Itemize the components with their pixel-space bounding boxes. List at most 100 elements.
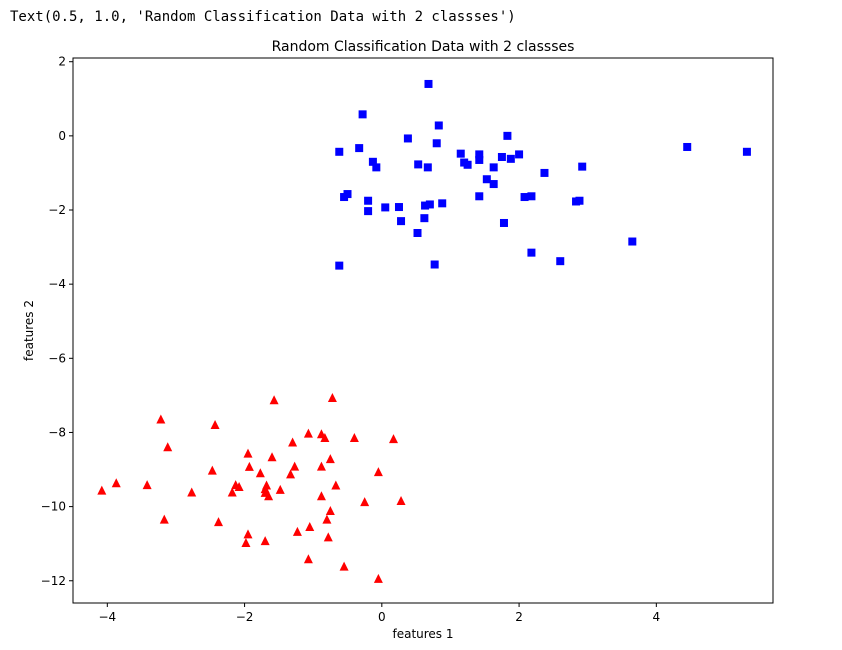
data-point-triangle (213, 517, 223, 527)
data-point-triangle (227, 487, 237, 497)
data-point-triangle (303, 428, 313, 438)
data-point-square (414, 160, 423, 169)
data-point-square (421, 201, 430, 210)
data-point-square (368, 157, 377, 166)
data-point-triangle (388, 434, 398, 444)
data-point-square (364, 196, 373, 205)
data-point-square (475, 155, 484, 164)
data-point-square (578, 162, 587, 171)
data-point-square (372, 163, 381, 172)
data-point-square (527, 248, 536, 257)
data-point-triangle (241, 537, 251, 547)
data-point-square (423, 163, 432, 172)
data-point-triangle (97, 485, 107, 495)
data-point-triangle (316, 461, 326, 471)
data-point-square (475, 150, 484, 159)
data-point-triangle (373, 467, 383, 477)
data-point-triangle (210, 420, 220, 430)
data-point-square (527, 192, 536, 201)
data-point-triangle (255, 468, 265, 478)
data-point-triangle (325, 506, 335, 516)
y-tick-label: −8 (48, 425, 66, 439)
data-point-triangle (142, 480, 152, 490)
data-point-triangle (264, 491, 274, 501)
x-axis-ticks: −4 −2 0 2 4 (98, 603, 660, 624)
data-point-square (499, 218, 508, 227)
data-point-square (381, 203, 390, 212)
data-point-triangle (156, 414, 166, 424)
data-point-square (430, 260, 439, 269)
data-point-square (394, 203, 403, 212)
data-point-triangle (243, 448, 253, 458)
x-tick-label: 4 (653, 610, 661, 624)
y-tick-label: −10 (41, 500, 66, 514)
data-point-square (425, 200, 434, 209)
data-point-triangle (325, 454, 335, 464)
data-point-square (358, 110, 367, 119)
data-point-triangle (234, 481, 244, 491)
data-point-square (456, 149, 465, 158)
y-tick-label: −4 (48, 277, 66, 291)
data-point-triangle (303, 554, 313, 564)
data-point-triangle (244, 461, 254, 471)
data-point-square (742, 147, 751, 156)
data-point-square (463, 160, 472, 169)
data-point-triangle (111, 478, 121, 488)
plot-area-frame (72, 57, 774, 604)
data-point-triangle (292, 526, 302, 536)
data-point-square (497, 152, 506, 161)
data-point-triangle (305, 521, 315, 531)
data-point-square (515, 150, 524, 159)
data-point-square (628, 237, 637, 246)
data-point-triangle (288, 437, 298, 447)
data-point-square (364, 207, 373, 216)
data-point-triangle (207, 465, 217, 475)
data-point-square (340, 193, 349, 202)
data-point-square (413, 228, 422, 237)
data-point-triangle (373, 573, 383, 583)
data-point-triangle (349, 433, 359, 443)
x-tick-label: −2 (236, 610, 254, 624)
data-point-triangle (322, 514, 332, 524)
data-point-square (335, 147, 344, 156)
data-point-square (335, 261, 344, 270)
data-point-square (489, 180, 498, 189)
data-point-triangle (260, 536, 270, 546)
y-axis-label: features 2 (22, 300, 36, 361)
data-point-triangle (269, 395, 279, 405)
data-point-square (420, 214, 429, 223)
data-point-triangle (331, 480, 341, 490)
x-axis-label: features 1 (392, 627, 453, 641)
data-point-triangle (267, 452, 277, 462)
data-point-square (506, 154, 515, 163)
data-point-square (475, 192, 484, 201)
data-point-triangle (286, 469, 296, 479)
cell-output-text: Text(0.5, 1.0, 'Random Classification Da… (10, 9, 516, 25)
data-point-square (424, 79, 433, 88)
data-point-triangle (320, 433, 330, 443)
data-point-square (355, 144, 364, 153)
data-point-square (575, 196, 584, 205)
data-point-square (432, 139, 441, 148)
data-point-triangle (327, 392, 337, 402)
data-point-square (482, 175, 491, 184)
data-point-square (397, 217, 406, 226)
y-tick-label: −12 (41, 574, 66, 588)
data-point-triangle (396, 496, 406, 506)
data-point-triangle (163, 442, 173, 452)
x-tick-label: 0 (378, 610, 386, 624)
y-axis-ticks: 2 0 −2 −4 −6 −8 −10 −12 (41, 55, 73, 588)
x-tick-label: −4 (98, 610, 116, 624)
data-point-triangle (316, 491, 326, 501)
data-point-square (434, 121, 443, 130)
x-tick-label: 2 (515, 610, 523, 624)
data-point-square (403, 134, 412, 143)
data-point-triangle (339, 561, 349, 571)
data-point-triangle (290, 461, 300, 471)
data-points (97, 79, 751, 583)
data-point-triangle (187, 487, 197, 497)
data-point-square (556, 257, 565, 266)
y-tick-label: −2 (48, 203, 66, 217)
data-point-square (489, 163, 498, 172)
